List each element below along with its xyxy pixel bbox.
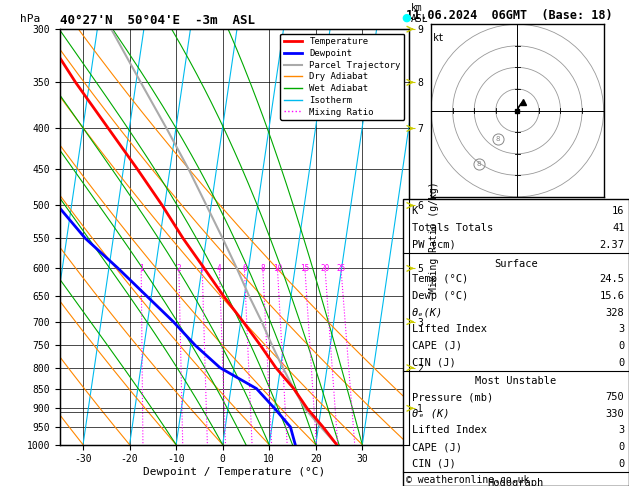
Text: 3: 3 [618, 426, 625, 435]
Text: 330: 330 [606, 409, 625, 419]
Text: 3: 3 [618, 324, 625, 334]
Text: CAPE (J): CAPE (J) [411, 341, 462, 351]
Text: 2: 2 [177, 264, 181, 273]
Text: hPa: hPa [20, 14, 40, 24]
Text: LCL: LCL [409, 408, 426, 417]
Text: Lifted Index: Lifted Index [411, 426, 487, 435]
Text: Most Unstable: Most Unstable [475, 377, 557, 386]
Text: Hodograph: Hodograph [487, 478, 544, 486]
Text: θₑ(K): θₑ(K) [411, 308, 443, 318]
Text: 15.6: 15.6 [599, 291, 625, 301]
Text: 10: 10 [273, 264, 282, 273]
Text: Surface: Surface [494, 259, 538, 269]
Text: K: K [411, 207, 418, 216]
Text: 0: 0 [618, 442, 625, 452]
Text: © weatheronline.co.uk: © weatheronline.co.uk [406, 475, 529, 485]
Text: 0: 0 [618, 341, 625, 351]
Text: 6: 6 [242, 264, 247, 273]
Text: ●: ● [401, 13, 411, 23]
Text: CIN (J): CIN (J) [411, 459, 455, 469]
Text: θₑ (K): θₑ (K) [411, 409, 449, 419]
Text: PW (cm): PW (cm) [411, 240, 455, 250]
Text: 41: 41 [612, 223, 625, 233]
X-axis label: Dewpoint / Temperature (°C): Dewpoint / Temperature (°C) [143, 467, 325, 477]
Text: 750: 750 [606, 392, 625, 402]
Legend: Temperature, Dewpoint, Parcel Trajectory, Dry Adiabat, Wet Adiabat, Isotherm, Mi: Temperature, Dewpoint, Parcel Trajectory… [281, 34, 404, 120]
Text: 2.37: 2.37 [599, 240, 625, 250]
Text: 8: 8 [476, 161, 481, 168]
Text: 15: 15 [300, 264, 309, 273]
Text: 8: 8 [260, 264, 265, 273]
Text: 25: 25 [337, 264, 345, 273]
Text: Dewp (°C): Dewp (°C) [411, 291, 468, 301]
Text: 20: 20 [320, 264, 330, 273]
Text: Pressure (mb): Pressure (mb) [411, 392, 493, 402]
Text: 11.06.2024  06GMT  (Base: 18): 11.06.2024 06GMT (Base: 18) [406, 9, 612, 22]
Text: 0: 0 [618, 459, 625, 469]
Text: 4: 4 [217, 264, 221, 273]
Text: 328: 328 [606, 308, 625, 318]
Text: 16: 16 [612, 207, 625, 216]
Text: Lifted Index: Lifted Index [411, 324, 487, 334]
Text: 0: 0 [618, 358, 625, 367]
Text: km
ASL: km ASL [411, 3, 428, 24]
Text: 40°27'N  50°04'E  -3m  ASL: 40°27'N 50°04'E -3m ASL [60, 14, 255, 27]
Text: kt: kt [433, 33, 445, 43]
Y-axis label: Mixing Ratio (g/kg): Mixing Ratio (g/kg) [428, 181, 438, 293]
Text: Totals Totals: Totals Totals [411, 223, 493, 233]
Text: 24.5: 24.5 [599, 275, 625, 284]
Text: Temp (°C): Temp (°C) [411, 275, 468, 284]
Text: CIN (J): CIN (J) [411, 358, 455, 367]
Text: 3: 3 [200, 264, 204, 273]
Text: 1: 1 [139, 264, 143, 273]
FancyBboxPatch shape [403, 199, 629, 486]
Text: 8: 8 [496, 136, 500, 141]
Text: CAPE (J): CAPE (J) [411, 442, 462, 452]
